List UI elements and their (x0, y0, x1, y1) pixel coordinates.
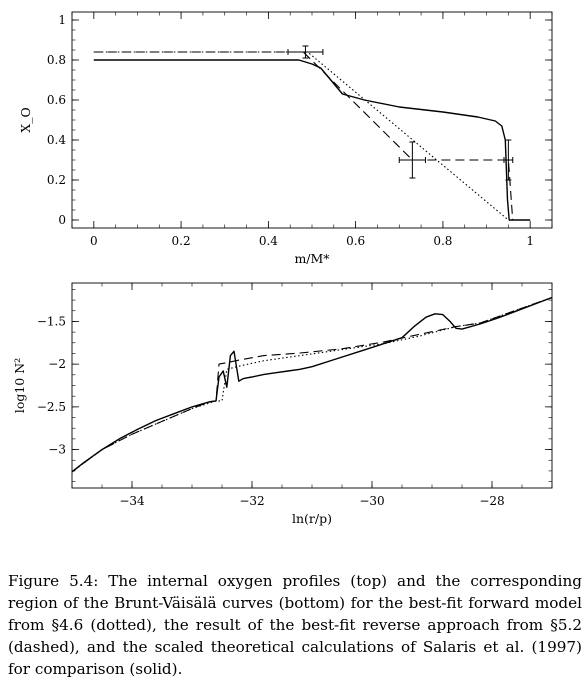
y-tick-label: 0.2 (47, 173, 66, 187)
x-axis-label: m/M* (294, 251, 330, 266)
series-solid-line (93, 59, 531, 221)
x-tick-label: 0.8 (433, 234, 452, 248)
figure-canvas: 0 0.2 0.4 0.6 0.8 100.20.40.60.81m/M*X_O −34−… (12, 11, 553, 526)
figure-caption: Figure 5.4: The internal oxygen profiles… (8, 570, 582, 680)
y-tick-label: −1.5 (37, 314, 66, 328)
plot-frame (71, 282, 553, 489)
x-tick-label: −32 (239, 494, 264, 508)
y-tick-label: −2 (48, 357, 66, 371)
y-axis-label: log10 N² (12, 358, 27, 413)
series-dotted-line (93, 51, 509, 221)
x-axis-label: ln(r/p) (292, 511, 332, 526)
y-tick-label: 0.8 (47, 53, 66, 67)
y-tick-label: 0 (58, 213, 66, 227)
series-dashed-line (93, 51, 514, 221)
x-tick-label: 0.2 (172, 234, 191, 248)
x-tick-label: −28 (479, 494, 504, 508)
x-tick-label: 0 (90, 234, 98, 248)
x-tick-label: −34 (119, 494, 145, 508)
x-tick-label: −30 (359, 494, 384, 508)
x-tick-label: 0.4 (259, 234, 278, 248)
y-axis-label: X_O (18, 107, 33, 132)
x-tick-label: 0.6 (346, 234, 365, 248)
x-tick-label: 1 (526, 234, 534, 248)
caption-label: Figure 5.4: (8, 572, 99, 590)
brunt-vaisala-chart: −34 −32 −30 −28 −3 −2.5 −2 −1.5 ln(r/p) log10 N² (12, 282, 553, 526)
y-tick-label: −2.5 (37, 400, 66, 414)
series-solid-line (72, 296, 552, 473)
y-tick-label: 1 (58, 13, 66, 27)
caption-text: The internal oxygen profiles (top) and t… (8, 572, 583, 678)
y-tick-label: 0.6 (47, 93, 66, 107)
series-dotted-line (72, 296, 552, 473)
y-tick-label: 0.4 (47, 133, 66, 147)
oxygen-profile-chart: 0 0.2 0.4 0.6 0.8 1 0 0.2 0.4 0.6 0.8 1 m/M* X_O (18, 11, 553, 266)
plot-frame (71, 11, 553, 229)
y-tick-label: −3 (48, 443, 66, 457)
